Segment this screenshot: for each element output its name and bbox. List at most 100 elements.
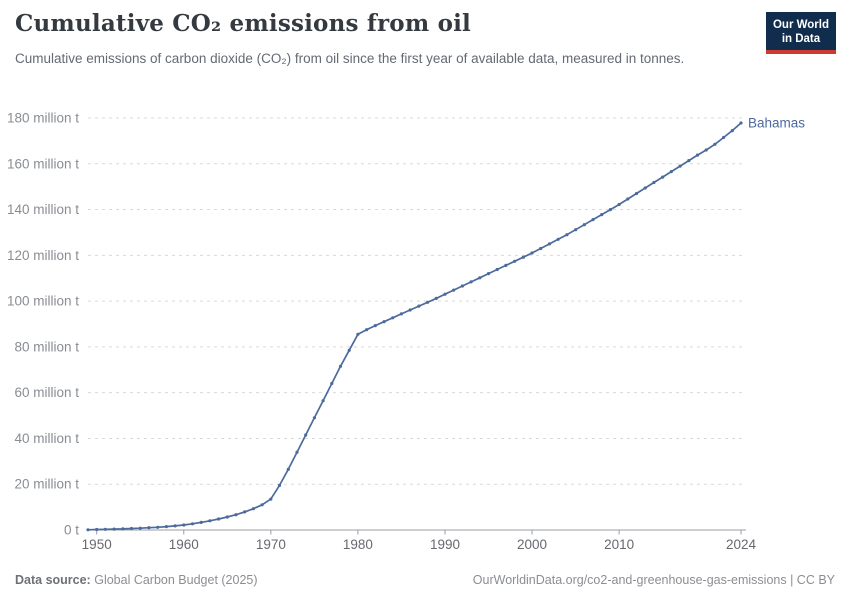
data-point-marker — [626, 197, 630, 201]
data-point-marker — [713, 142, 717, 146]
data-point-marker — [330, 381, 334, 386]
data-point-marker — [225, 515, 229, 519]
data-point-marker — [338, 364, 343, 368]
data-point-marker — [530, 251, 534, 255]
data-point-marker — [295, 450, 299, 454]
data-point-marker — [443, 292, 447, 296]
data-point-marker — [347, 348, 351, 352]
data-point-marker — [426, 300, 430, 304]
owid-logo-line1: Our World — [772, 19, 829, 31]
data-point-marker — [513, 259, 517, 263]
chart-subtitle: Cumulative emissions of carbon dioxide (… — [15, 51, 685, 66]
data-point-marker — [156, 525, 160, 529]
y-axis-tick-label: 60 million t — [14, 385, 79, 400]
y-axis-tick-label: 140 million t — [7, 202, 79, 217]
owid-logo-line2: in Data — [781, 33, 821, 46]
data-point-marker — [504, 263, 508, 267]
data-point-marker — [730, 129, 734, 133]
data-point-marker — [382, 320, 386, 324]
data-point-marker — [678, 164, 682, 168]
data-point-marker — [103, 527, 107, 531]
data-source-value: Global Carbon Budget (2025) — [94, 573, 258, 587]
x-axis-tick-label: 1950 — [82, 537, 112, 552]
data-point-marker — [478, 276, 482, 280]
data-point-marker — [164, 525, 168, 529]
data-point-marker — [312, 416, 316, 420]
data-point-marker — [217, 517, 221, 521]
series-end-label[interactable]: Bahamas — [748, 116, 805, 131]
data-point-marker — [652, 180, 656, 185]
y-axis-tick-label: 80 million t — [14, 339, 79, 354]
data-point-marker — [434, 296, 438, 300]
data-point-marker — [695, 153, 700, 157]
data-point-marker — [121, 527, 125, 531]
x-axis-tick-label: 1970 — [256, 537, 286, 552]
data-point-marker — [95, 527, 99, 532]
data-point-marker — [243, 510, 247, 514]
data-point-marker — [86, 528, 90, 532]
data-point-marker — [460, 284, 464, 288]
data-point-marker — [547, 242, 552, 246]
data-point-marker — [634, 191, 639, 196]
y-axis-tick-label: 0 t — [64, 523, 79, 538]
data-point-marker — [643, 186, 647, 190]
data-point-marker — [669, 170, 673, 174]
y-axis-tick-label: 160 million t — [7, 156, 79, 171]
data-point-marker — [173, 524, 177, 528]
page-title: Cumulative CO₂ emissions from oil — [15, 10, 471, 37]
data-point-marker — [304, 433, 308, 437]
data-point-marker — [391, 316, 395, 320]
data-point-marker — [600, 213, 604, 217]
y-axis-tick-label: 40 million t — [14, 431, 79, 446]
y-axis-tick-label: 120 million t — [7, 248, 79, 263]
data-point-marker — [208, 519, 212, 523]
data-point-marker — [687, 159, 691, 163]
data-point-marker — [129, 526, 134, 531]
data-point-marker — [199, 520, 203, 525]
data-point-marker — [190, 522, 195, 526]
bahamas-line[interactable] — [87, 122, 742, 531]
data-point-marker — [147, 526, 151, 530]
x-axis-tick-label: 2024 — [726, 537, 757, 552]
footer-link[interactable]: OurWorldinData.org/co2-and-greenhouse-ga… — [472, 573, 835, 587]
data-point-marker — [591, 218, 595, 222]
data-source-label: Data source: — [15, 573, 91, 587]
data-point-marker — [452, 288, 456, 292]
data-point-marker — [365, 328, 369, 332]
data-point-marker — [399, 312, 403, 316]
data-point-marker — [408, 308, 412, 312]
data-point-marker — [617, 202, 621, 207]
data-point-marker — [356, 332, 360, 336]
data-point-marker — [521, 255, 525, 259]
data-point-marker — [556, 237, 560, 241]
y-axis-tick-label: 100 million t — [7, 294, 79, 309]
data-point-marker — [286, 467, 290, 471]
data-point-marker — [373, 324, 377, 328]
x-axis-tick-label: 2010 — [604, 537, 634, 552]
data-point-marker — [469, 280, 473, 284]
data-point-marker — [269, 497, 273, 501]
data-point-marker — [321, 399, 325, 403]
data-source: Data source: Global Carbon Budget (2025) — [15, 573, 258, 587]
data-point-marker — [539, 246, 543, 251]
y-axis-tick-label: 180 million t — [7, 111, 79, 126]
data-point-marker — [260, 503, 264, 507]
data-point-marker — [574, 228, 578, 232]
data-point-marker — [138, 526, 142, 530]
data-point-marker — [608, 208, 613, 212]
x-axis-tick-label: 1960 — [169, 537, 199, 552]
data-point-marker — [486, 272, 491, 276]
data-point-marker — [182, 523, 186, 527]
data-point-marker — [582, 223, 586, 227]
data-point-marker — [565, 233, 569, 237]
data-point-marker — [112, 527, 116, 531]
data-point-marker — [722, 135, 726, 140]
data-point-marker — [251, 507, 255, 511]
owid-logo[interactable]: Our World in Data — [765, 12, 836, 55]
x-axis-tick-label: 1980 — [343, 537, 373, 552]
y-axis-tick-label: 20 million t — [14, 477, 79, 492]
x-axis-tick-label: 2000 — [517, 537, 547, 552]
data-point-marker — [661, 175, 665, 179]
